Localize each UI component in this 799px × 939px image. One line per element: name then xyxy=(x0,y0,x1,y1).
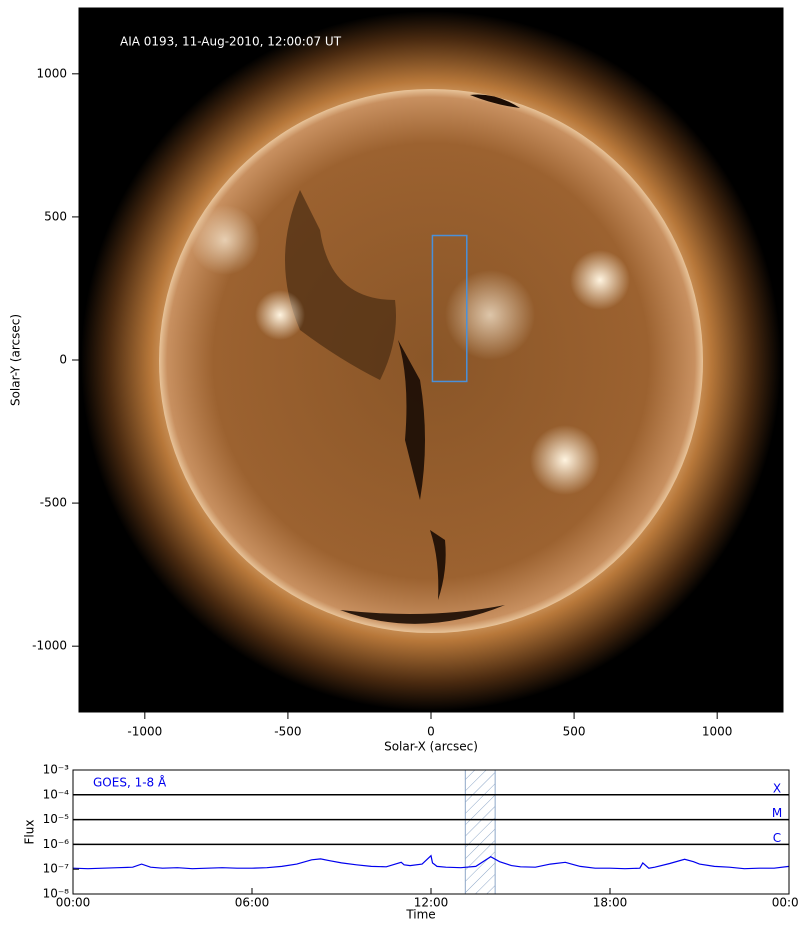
y-tick-label: 10⁻⁵ xyxy=(43,812,70,826)
level-label: M xyxy=(772,806,782,820)
y-tick-label: 10⁻⁷ xyxy=(43,862,70,876)
x-tick-label: -500 xyxy=(274,725,301,739)
x-tick-label: 1000 xyxy=(702,725,733,739)
series-label: GOES, 1-8 Å xyxy=(93,775,167,790)
level-label: X xyxy=(773,781,781,795)
y-axis-label: Solar-Y (arcsec) xyxy=(9,314,23,406)
y-tick-label: 10⁻⁶ xyxy=(43,837,70,851)
level-label: C xyxy=(773,831,781,845)
y-tick-label: 500 xyxy=(44,209,67,223)
highlight-region xyxy=(464,769,496,895)
x-axis-label: Solar-X (arcsec) xyxy=(384,740,478,754)
y-tick-label: -500 xyxy=(40,496,67,510)
series-line xyxy=(72,854,790,870)
y-tick-label: 10⁻³ xyxy=(43,763,70,777)
y-tick-label: 0 xyxy=(59,353,67,367)
y-axis-label: Flux xyxy=(23,820,37,845)
x-tick-label: 0 xyxy=(427,725,435,739)
y-tick-label: -1000 xyxy=(32,639,67,653)
x-tick-label: 12:00 xyxy=(414,896,449,910)
y-tick-label: 1000 xyxy=(36,66,67,80)
annotation: AIA 0193, 11-Aug-2010, 12:00:07 UT xyxy=(120,35,342,49)
region-box xyxy=(431,234,468,383)
y-tick-label: 10⁻⁸ xyxy=(43,887,70,901)
x-tick-label: 500 xyxy=(563,725,586,739)
x-tick-label: 00:00 xyxy=(56,896,91,910)
x-axis-label: Time xyxy=(405,908,435,922)
axes-frame xyxy=(72,769,790,895)
solar-image xyxy=(79,8,783,712)
x-tick-label: 06:00 xyxy=(235,896,270,910)
y-tick-label: 10⁻⁴ xyxy=(43,787,70,801)
x-tick-label: 18:00 xyxy=(593,896,628,910)
x-tick-label: -1000 xyxy=(127,725,162,739)
x-tick-label: 00:00 xyxy=(772,896,799,910)
